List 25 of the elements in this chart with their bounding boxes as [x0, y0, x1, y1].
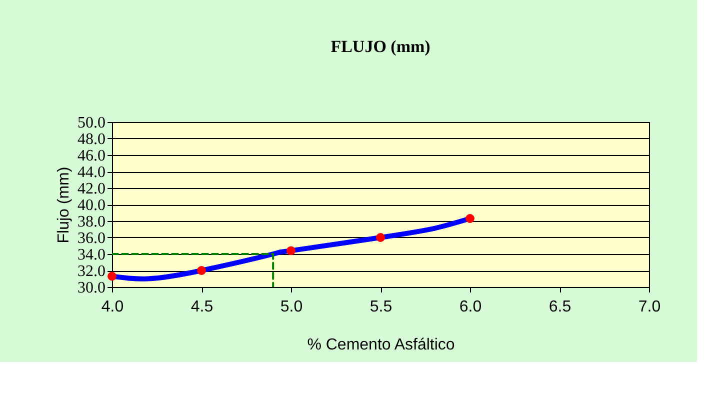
y-tick-label: 48.0 — [78, 131, 106, 148]
x-tick-label: 5.5 — [370, 298, 392, 316]
y-axis-title: Flujo (mm) — [56, 166, 72, 244]
x-tick-label: 7.0 — [638, 298, 661, 316]
point — [376, 233, 385, 242]
y-tick-label: 32.0 — [78, 263, 106, 280]
point — [197, 266, 206, 275]
point — [466, 214, 474, 223]
y-tick-label: 46.0 — [78, 148, 106, 164]
x-tick-label: 5.0 — [280, 298, 303, 316]
point — [286, 246, 296, 256]
y-tick-label: 38.0 — [78, 214, 106, 230]
x-axis-title: % Cemento Asfáltico — [307, 336, 455, 354]
y-tick-label: 50.0 — [78, 114, 106, 132]
x-tick-label: 6.0 — [459, 298, 482, 316]
y-tick-label: 44.0 — [78, 164, 106, 181]
y-tick-label: 40.0 — [78, 197, 106, 214]
x-tick-label: 6.5 — [548, 298, 572, 316]
y-tick-label: 30.0 — [78, 280, 106, 296]
y-tick-label: 42.0 — [78, 180, 106, 198]
y-tick-label: 36.0 — [78, 230, 106, 247]
y-tick-label: 34.0 — [78, 246, 106, 264]
chart-title: FLUJO (mm) — [330, 37, 430, 56]
x-tick-label: 4.0 — [101, 298, 124, 316]
x-tick-label: 4.5 — [190, 298, 214, 316]
